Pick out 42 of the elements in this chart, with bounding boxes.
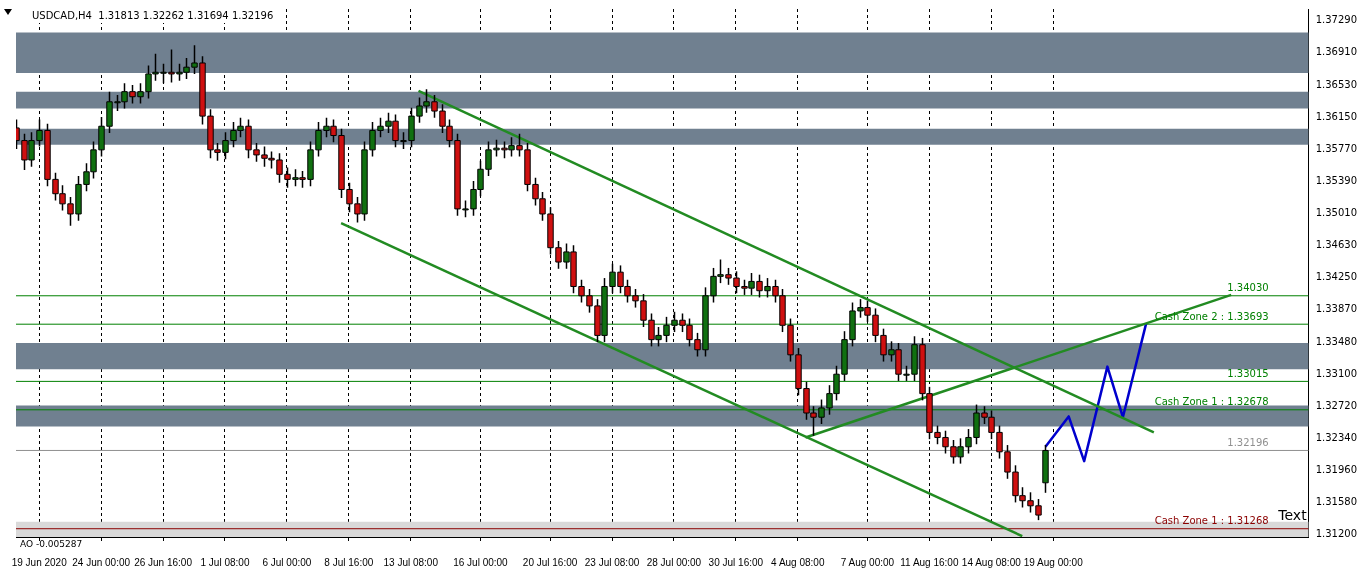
y-tick-label: 1.31580 <box>1315 496 1358 508</box>
ref-line-label: 1.33015 <box>1227 367 1269 379</box>
annotation: Text <box>1277 506 1308 523</box>
y-tick-label: 1.32720 <box>1315 399 1358 411</box>
ref-line-label: 1.34030 <box>1227 282 1269 294</box>
x-tick-label: 26 Jun 16:00 <box>134 556 193 568</box>
x-tick-label: 28 Jul 00:00 <box>646 556 702 568</box>
y-tick-label: 1.33480 <box>1315 335 1358 347</box>
chart-title: USDCAD,H4 1.31813 1.32262 1.31694 1.32196 <box>32 9 274 21</box>
x-tick-label: 4 Aug 08:00 <box>771 556 825 568</box>
y-tick-label: 1.31200 <box>1315 528 1358 540</box>
x-tick-label: 16 Jul 00:00 <box>453 556 509 568</box>
y-tick-label: 1.36150 <box>1315 110 1358 122</box>
text: AO -0.005287 <box>20 538 83 549</box>
x-tick-label: 11 Aug 16:00 <box>900 556 959 568</box>
y-tick-label: 1.35770 <box>1315 142 1358 154</box>
y-tick-label: 1.33870 <box>1315 302 1358 314</box>
x-tick-label: 30 Jul 16:00 <box>708 556 764 568</box>
y-tick-label: 1.31960 <box>1315 463 1358 475</box>
ref-line-label: Cash Zone 1 : 1.32678 <box>1154 396 1269 408</box>
x-tick-label: 8 Jul 16:00 <box>324 556 374 568</box>
x-tick-label: 14 Aug 08:00 <box>961 556 1022 568</box>
y-tick-label: 1.36530 <box>1315 78 1358 90</box>
x-tick-label: 13 Jul 08:00 <box>383 556 439 568</box>
y-tick-label: 1.33100 <box>1315 367 1358 379</box>
y-tick-label: 1.34250 <box>1315 270 1358 282</box>
x-tick-label: 1 Jul 08:00 <box>200 556 250 568</box>
x-tick-label: 6 Jul 00:00 <box>262 556 312 568</box>
y-tick-label: 1.35010 <box>1315 206 1358 218</box>
y-tick-label: 1.36910 <box>1315 46 1358 58</box>
ref-line-label: 1.32196 <box>1227 437 1269 449</box>
x-tick-label: 23 Jul 08:00 <box>584 556 640 568</box>
y-tick-label: 1.32340 <box>1315 431 1358 443</box>
x-tick-label: 20 Jul 16:00 <box>522 556 578 568</box>
x-tick-label: 24 Jun 00:00 <box>72 556 131 568</box>
y-tick-label: 1.35390 <box>1315 174 1358 186</box>
ref-line-label: Cash Zone 1 : 1.31268 <box>1154 515 1269 527</box>
x-tick-label: 7 Aug 00:00 <box>840 556 895 568</box>
y-tick-label: 1.37290 <box>1315 14 1358 26</box>
y-tick-label: 1.34630 <box>1315 238 1358 250</box>
x-tick-label: 19 Jun 2020 <box>11 556 68 568</box>
x-tick-label: 19 Aug 00:00 <box>1023 556 1084 568</box>
